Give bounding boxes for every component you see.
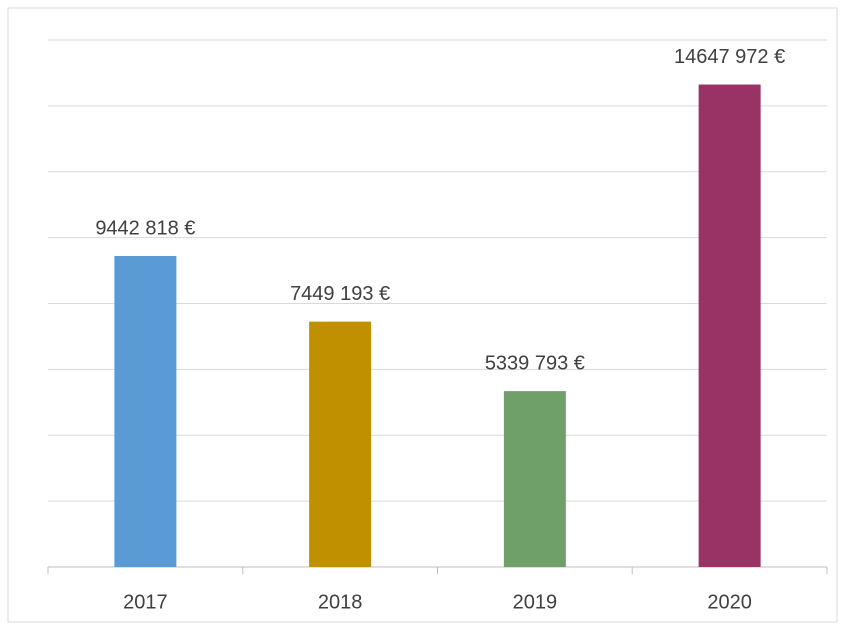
data-label: 14647 972 € xyxy=(674,46,785,68)
x-tick-label: 2019 xyxy=(513,591,558,613)
data-label: 9442 818 € xyxy=(95,217,195,239)
bar xyxy=(698,84,761,568)
data-label: 5339 793 € xyxy=(485,352,585,374)
x-tick-label: 2020 xyxy=(707,591,752,613)
data-label: 7449 193 € xyxy=(290,283,390,305)
x-tick-label: 2017 xyxy=(123,591,168,613)
bar xyxy=(503,391,566,567)
bar xyxy=(114,255,177,568)
x-tick-label: 2018 xyxy=(318,591,363,613)
bar xyxy=(309,321,372,567)
